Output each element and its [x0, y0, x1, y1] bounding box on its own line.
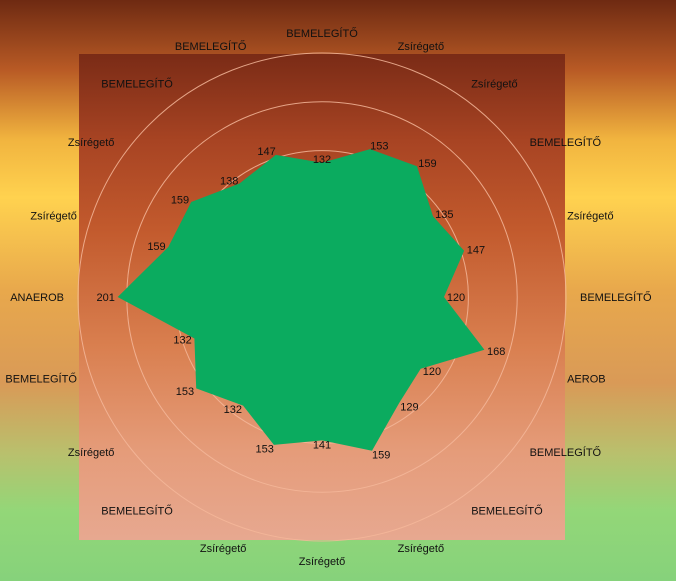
data-label: 138 — [220, 175, 238, 187]
category-label: Zsírégető — [30, 210, 76, 222]
data-label: 132 — [313, 154, 331, 166]
category-label: BEMELEGÍTŐ — [101, 504, 173, 518]
grid-ring — [77, 52, 567, 542]
data-label: 120 — [423, 366, 441, 378]
data-label: 147 — [467, 245, 485, 257]
category-label: AEROB — [567, 374, 606, 386]
data-label: 159 — [171, 195, 189, 207]
data-label: 141 — [313, 439, 331, 451]
data-label: 201 — [97, 292, 115, 304]
category-label: BEMELEGÍTŐ — [286, 26, 358, 40]
data-label: 159 — [147, 241, 165, 253]
category-label: ANAEROB — [10, 292, 64, 304]
category-label: Zsírégető — [299, 556, 345, 568]
data-label: 153 — [256, 444, 274, 456]
category-label: Zsírégető — [398, 543, 444, 555]
data-label: 159 — [372, 450, 390, 462]
data-label: 132 — [173, 335, 191, 347]
category-label: Zsírégető — [398, 41, 444, 53]
data-label: 159 — [418, 158, 436, 170]
category-label: Zsírégető — [68, 447, 114, 459]
category-label: BEMELEGÍTŐ — [101, 76, 173, 90]
category-label: Zsírégető — [68, 137, 114, 149]
category-label: BEMELEGÍTŐ — [530, 135, 602, 149]
category-label: Zsírégető — [471, 78, 517, 90]
category-label: BEMELEGÍTŐ — [5, 372, 77, 386]
category-label: BEMELEGÍTŐ — [580, 290, 652, 304]
data-label: 120 — [447, 292, 465, 304]
data-label: 168 — [487, 346, 505, 358]
category-label: Zsírégető — [567, 210, 613, 222]
category-label: BEMELEGÍTŐ — [175, 39, 247, 53]
data-label: 153 — [176, 386, 194, 398]
category-label: Zsírégető — [200, 543, 246, 555]
series-area — [117, 149, 485, 451]
category-label: BEMELEGÍTŐ — [471, 504, 543, 518]
data-label: 132 — [224, 404, 242, 416]
data-label: 153 — [370, 140, 388, 152]
data-label: 147 — [257, 146, 275, 158]
category-label: BEMELEGÍTŐ — [530, 445, 602, 459]
data-label: 129 — [400, 401, 418, 413]
data-label: 135 — [435, 209, 453, 221]
